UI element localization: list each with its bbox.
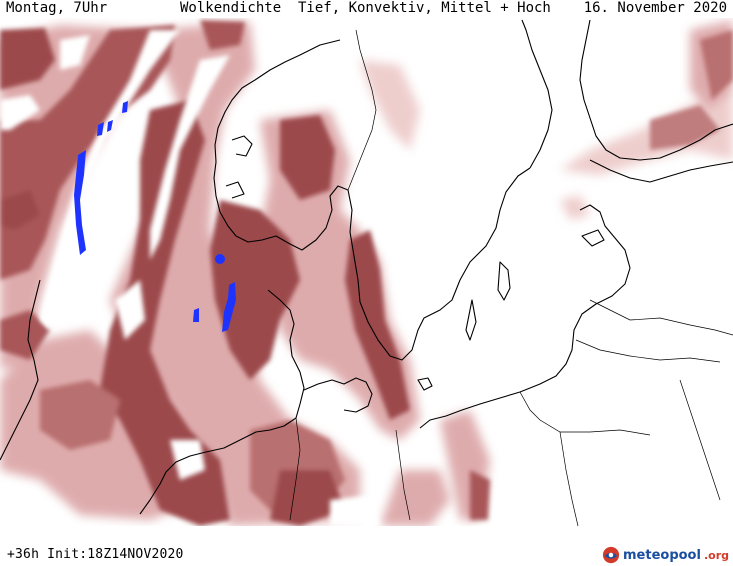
country-borders <box>289 29 733 526</box>
precipitation-cells <box>74 101 236 332</box>
coastlines <box>0 19 733 515</box>
map-footer: +36h Init:18Z14NOV2020 meteopool .org <box>0 526 733 566</box>
map-title: Wolkendichte Tief, Konvektiv, Mittel + H… <box>180 0 551 16</box>
forecast-time-label: Montag, 7Uhr <box>6 0 108 16</box>
brand-name: meteopool <box>623 547 701 563</box>
forecast-date: 16. November 2020 <box>583 0 727 16</box>
model-run-info: +36h Init:18Z14NOV2020 <box>7 547 184 562</box>
clear-streaks <box>0 30 380 526</box>
brand-link[interactable]: meteopool .org <box>602 545 729 565</box>
brand-tld: .org <box>703 548 729 562</box>
meteopool-logo-icon <box>602 546 620 564</box>
cloud-cover-map <box>0 18 733 526</box>
cloud-field-dense <box>0 20 733 526</box>
